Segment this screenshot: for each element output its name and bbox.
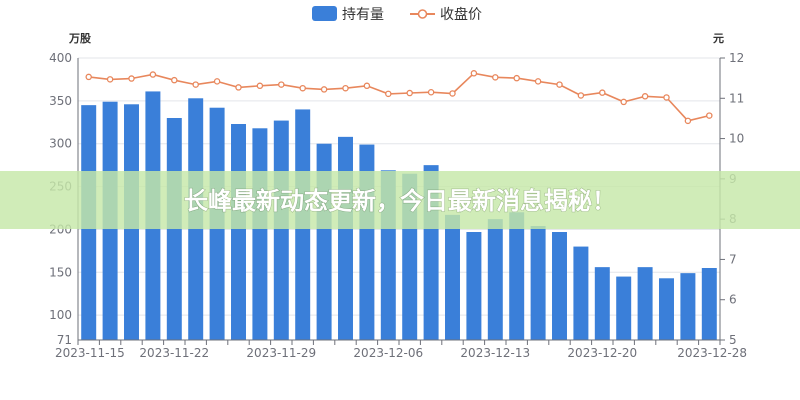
line-point	[492, 74, 499, 81]
line-point	[534, 78, 542, 85]
x-axis-tick-label: 2023-12-13	[460, 346, 530, 360]
bar-series-holdings	[81, 91, 717, 341]
line-point	[342, 84, 349, 92]
right-axis-tick-label: 10	[729, 132, 744, 146]
line-point	[706, 112, 713, 119]
bar	[530, 226, 546, 340]
line-point	[192, 81, 199, 88]
legend-swatch-holdings	[312, 6, 337, 21]
bar	[445, 214, 460, 340]
left-axis-tick-label: 300	[49, 137, 72, 151]
x-axis-tick-label: 2023-11-29	[246, 346, 316, 360]
bar	[637, 267, 653, 340]
bar	[252, 128, 268, 340]
legend-label-holdings[interactable]: 持有量	[342, 7, 384, 23]
bar	[466, 232, 482, 340]
left-axis-unit: 万股	[68, 32, 92, 45]
line-point	[171, 76, 178, 84]
line-point	[149, 71, 157, 78]
right-axis-tick-label: 12	[729, 51, 744, 65]
bar	[487, 219, 503, 340]
left-axis-tick-label: 400	[49, 51, 72, 65]
bar	[509, 212, 525, 340]
left-axis-tick-label: 71	[57, 333, 72, 347]
line-point	[641, 93, 649, 100]
line-point	[663, 94, 670, 101]
line-point	[256, 82, 264, 90]
line-point	[363, 82, 371, 90]
line-point	[620, 98, 627, 106]
bar	[338, 136, 353, 340]
line-point	[470, 70, 478, 77]
line-point	[320, 86, 328, 93]
line-point	[106, 76, 114, 83]
line-point	[385, 90, 392, 98]
right-axis-tick-label: 5	[729, 333, 737, 347]
bar	[616, 276, 632, 340]
x-axis-tick-label: 2023-12-06	[353, 346, 423, 360]
right-axis-tick-label: 7	[729, 252, 737, 266]
legend-label-close-price[interactable]: 收盘价	[440, 6, 482, 23]
price-line	[88, 72, 710, 122]
line-point	[278, 81, 285, 88]
left-axis-tick-label: 150	[49, 265, 72, 279]
x-axis-tick-label: 2023-12-20	[567, 346, 637, 360]
line-point	[85, 73, 92, 81]
line-point	[684, 117, 692, 125]
x-axis-tick-label: 2023-12-28	[677, 346, 747, 360]
bar	[573, 246, 589, 340]
bar	[273, 120, 289, 340]
line-point	[599, 89, 606, 96]
bar	[680, 273, 696, 340]
x-axis-tick-label: 2023-11-22	[139, 346, 209, 360]
line-point	[406, 89, 413, 97]
bar	[231, 124, 246, 340]
bar	[594, 267, 610, 340]
overlay-title: 长峰最新动态更新，今日最新消息揭秘！	[184, 187, 616, 215]
line-point	[556, 81, 563, 88]
line-point	[213, 78, 221, 85]
line-point	[449, 90, 456, 97]
line-point	[235, 84, 242, 91]
right-axis-unit: 元	[713, 32, 724, 45]
line-point	[299, 84, 306, 92]
bar	[659, 278, 674, 340]
line-series-close-price	[85, 70, 713, 125]
x-axis-tick-label: 2023-11-15	[55, 346, 125, 360]
line-point	[577, 92, 585, 99]
line-point	[513, 74, 520, 82]
legend-swatch-close-price-dot	[417, 9, 428, 19]
right-axis-tick-label: 6	[729, 293, 737, 307]
bar	[552, 232, 567, 340]
bar	[701, 268, 717, 340]
overlay-banner	[0, 171, 800, 229]
left-axis-tick-label: 100	[49, 308, 72, 322]
line-point	[427, 88, 435, 96]
line-point	[128, 75, 135, 82]
legend[interactable]: 持有量 收盘价	[312, 6, 482, 23]
right-axis-tick-label: 11	[729, 91, 744, 105]
left-axis-tick-label: 350	[49, 94, 72, 108]
